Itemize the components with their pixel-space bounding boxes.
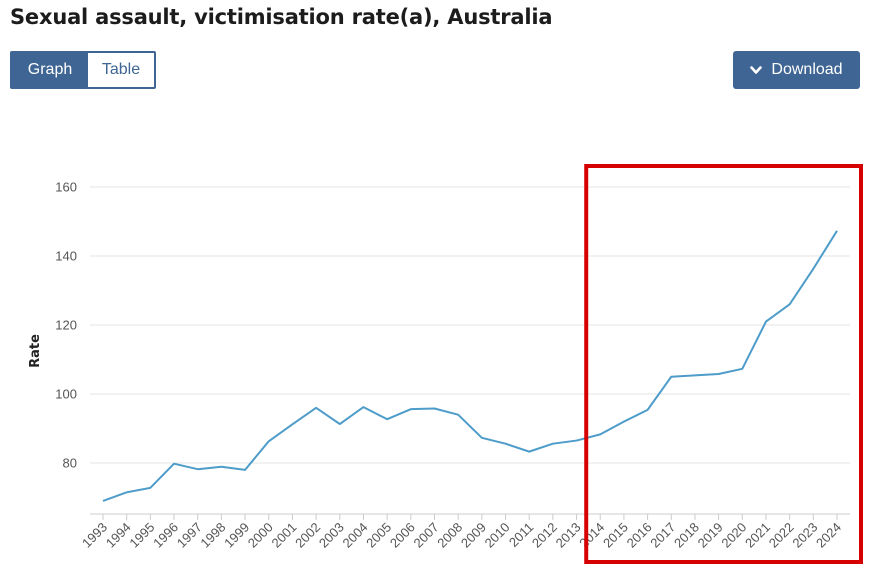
x-tick-label: 2022 — [766, 520, 797, 551]
x-tick-label: 1993 — [79, 520, 110, 551]
x-tick-label: 2009 — [458, 520, 489, 551]
x-tick-label: 2000 — [245, 520, 276, 551]
x-tick-label: 2014 — [576, 520, 607, 551]
table-tab[interactable]: Table — [88, 53, 154, 87]
x-tick-label: 2018 — [671, 520, 702, 551]
view-toggle: Graph Table — [10, 51, 156, 89]
x-tick-label: 2017 — [647, 520, 678, 551]
x-tick-label: 2008 — [434, 520, 465, 551]
y-tick-label: 80 — [63, 456, 77, 471]
x-tick-label: 2023 — [789, 520, 820, 551]
x-tick-label: 2016 — [624, 520, 655, 551]
x-tick-label: 2006 — [387, 520, 418, 551]
x-tick-label: 1999 — [221, 520, 252, 551]
x-tick-label: 1994 — [103, 520, 134, 551]
x-tick-label: 2020 — [718, 520, 749, 551]
x-tick-label: 2005 — [363, 520, 394, 551]
x-axis-ticks — [102, 514, 838, 520]
x-axis-tick-labels: 1993199419951996199719981999200020012002… — [79, 520, 844, 551]
x-tick-label: 2024 — [813, 520, 844, 551]
x-tick-label: 1996 — [150, 520, 181, 551]
chevron-down-icon — [750, 65, 763, 74]
y-tick-label: 120 — [55, 318, 77, 333]
y-tick-label: 160 — [55, 180, 77, 195]
grid-lines — [90, 186, 850, 464]
x-tick-label: 2003 — [316, 520, 347, 551]
x-tick-label: 2001 — [268, 520, 299, 551]
highlight-box — [584, 164, 864, 564]
x-tick-label: 1995 — [126, 520, 157, 551]
x-tick-label: 1997 — [174, 520, 205, 551]
x-tick-label: 2021 — [742, 520, 773, 551]
x-tick-label: 1998 — [197, 520, 228, 551]
x-tick-label: 2019 — [695, 520, 726, 551]
series-line — [102, 230, 838, 502]
x-tick-label: 2010 — [482, 520, 513, 551]
download-button[interactable]: Download — [733, 51, 860, 89]
download-label: Download — [771, 61, 843, 78]
y-tick-label: 100 — [55, 387, 77, 402]
x-tick-label: 2004 — [340, 520, 371, 551]
graph-tab[interactable]: Graph — [12, 53, 88, 87]
x-tick-label: 2011 — [506, 520, 536, 550]
y-axis-ticks: 80 100 120 140 160 — [55, 180, 77, 471]
x-tick-label: 2007 — [411, 520, 442, 551]
x-tick-label: 2002 — [292, 520, 323, 551]
y-axis-title: Rate — [28, 334, 43, 368]
x-tick-label: 2013 — [553, 520, 584, 551]
y-tick-label: 140 — [55, 249, 77, 264]
x-tick-label: 2012 — [529, 520, 560, 551]
x-tick-label: 2015 — [600, 520, 631, 551]
page-title: Sexual assault, victimisation rate(a), A… — [10, 5, 553, 29]
